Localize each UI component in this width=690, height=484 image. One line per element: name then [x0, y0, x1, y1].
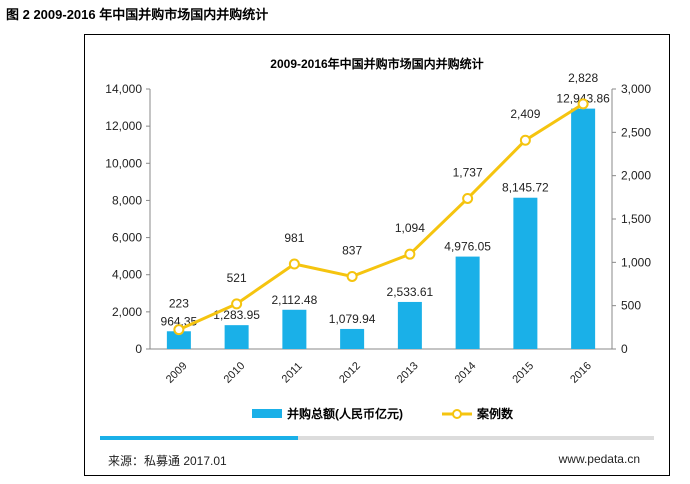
legend-line-label: 案例数 [476, 406, 514, 421]
site-url: www.pedata.cn [558, 452, 640, 466]
legend-bar-swatch [252, 409, 282, 418]
right-tick-label: 0 [621, 342, 628, 356]
x-tick-label: 2016 [568, 360, 594, 386]
bar [571, 108, 596, 349]
bar [397, 301, 422, 349]
bar [282, 309, 307, 349]
line-value-label: 1,737 [453, 165, 483, 179]
legend-line-marker [452, 409, 462, 419]
right-tick-label: 3,000 [621, 82, 651, 96]
x-tick-label: 2009 [164, 360, 190, 386]
x-tick-label: 2015 [510, 360, 536, 386]
x-tick-label: 2013 [395, 360, 421, 386]
line-point [346, 270, 358, 282]
bar-value-label: 1,079.94 [329, 312, 376, 326]
line-point [462, 192, 474, 204]
right-tick-label: 1,000 [621, 255, 651, 269]
bar-value-label: 4,976.05 [444, 240, 491, 254]
left-tick-label: 14,000 [105, 82, 142, 96]
chart-title: 2009-2016年中国并购市场国内并购统计 [270, 56, 483, 71]
line-point [404, 248, 416, 260]
line-path [178, 102, 584, 332]
footer-divider-accent [100, 436, 298, 440]
right-tick-label: 1,500 [621, 212, 651, 226]
line-point [173, 324, 185, 336]
line-point [231, 298, 243, 310]
line-series: 223 521 981 837 1,094 1,737 2,409 2,828 [169, 71, 598, 336]
left-tick-label: 4,000 [112, 268, 142, 282]
line-value-label: 2,409 [510, 107, 540, 121]
right-tick-label: 500 [621, 299, 641, 313]
line-value-label: 223 [169, 297, 189, 311]
line-value-label: 2,828 [568, 71, 598, 85]
bar [513, 197, 538, 349]
x-tick-label: 2010 [222, 360, 248, 386]
x-tick-label: 2014 [453, 360, 479, 386]
legend-bar-label: 并购总额(人民币亿元) [287, 406, 403, 421]
left-tick-label: 2,000 [112, 305, 142, 319]
x-tick-label: 2012 [337, 360, 363, 386]
right-tick-label: 2,500 [621, 125, 651, 139]
bar [224, 325, 249, 349]
bar [455, 256, 480, 349]
left-tick-label: 12,000 [105, 119, 142, 133]
left-tick-label: 0 [135, 342, 142, 356]
line-value-label: 837 [342, 243, 362, 257]
bar-value-label: 2,533.61 [387, 285, 434, 299]
bar-series: 964.35 1,283.952,112.481,079.942,533.614,… [161, 92, 610, 349]
chart-legend: 并购总额(人民币亿元) 案例数 [252, 406, 514, 421]
footer-divider [100, 436, 654, 440]
x-tick-label: 2011 [280, 360, 305, 385]
bar [340, 328, 365, 349]
bar [166, 331, 191, 349]
bar-value-label: 1,283.95 [213, 308, 260, 322]
line-value-label: 521 [227, 271, 247, 285]
left-tick-label: 10,000 [105, 156, 142, 170]
left-tick-label: 6,000 [112, 231, 142, 245]
bar-value-label: 8,145.72 [502, 181, 549, 195]
bar-value-label: 2,112.48 [271, 293, 317, 307]
right-tick-label: 2,000 [621, 169, 651, 183]
line-value-label: 981 [284, 231, 304, 245]
line-point [577, 98, 589, 110]
figure-caption: 图 2 2009-2016 年中国并购市场国内并购统计 [6, 7, 269, 22]
line-value-label: 1,094 [395, 221, 425, 235]
line-point [288, 258, 300, 270]
source-note: 来源：私募通 2017.01 [108, 454, 227, 468]
left-tick-label: 8,000 [112, 193, 142, 207]
line-point [519, 134, 531, 146]
